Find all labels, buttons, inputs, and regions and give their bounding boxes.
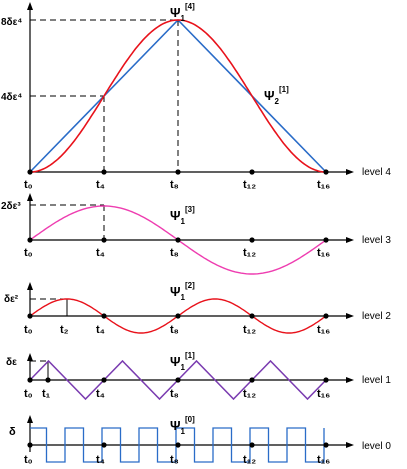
node-t4-level-2 [101,313,107,319]
tick-t4-level-1: t₄ [96,388,105,400]
node-t0-level-0 [27,442,33,448]
psi1-3-label: Ψ1[3] [170,205,195,226]
psi1-2-label: Ψ1[2] [170,281,195,302]
tick-t12-level-3: t₁₂ [243,247,256,259]
tick-t0-level-4: t₀ [24,179,33,191]
x-axis-arrow-level-0 [346,442,354,448]
panel-level-1: δε Ψ1[1] t₀ t₁ t₄ t₈ t₁₂ t₁₆ level 1 [6,351,391,401]
node-t4-level-3 [101,237,107,243]
tick-t16-level-3: t₁₆ [317,247,330,259]
tick-t8-level-3: t₈ [170,247,179,259]
tick-t4-level-3: t₄ [96,247,105,259]
psi1-4-label: Ψ1[4] [170,2,195,23]
panel-level-3: 2δε³ Ψ1[3] t₀ t₄ t₈ t₁₂ t₁₆ level 3 [1,193,391,275]
y-axis-arrow-level-3 [27,193,33,201]
tick-t8-level-2: t₈ [170,324,179,336]
node-t12-level-4 [249,169,255,175]
tick-t8-level-4: t₈ [170,179,179,191]
node-t12-level-3 [249,237,255,243]
tick-t4-level-4: t₄ [96,179,105,191]
node-t12-level-2 [249,313,255,319]
node-t12-level-0 [249,442,255,448]
node-t8-level-2 [175,313,181,319]
node-t16-level-4 [323,169,329,175]
node-t4-level-0 [101,442,107,448]
node-t0-level-4 [27,169,33,175]
tick-t4-level-2: t₄ [96,324,105,336]
panel-level-4: 8δε⁴ 4δε⁴ Ψ1[4] Ψ2[1] t₀ t₄ t₈ t₁₂ t₁₆ l… [1,2,391,191]
x-axis-arrow-level-3 [346,237,354,243]
tick-t0-level-0: t₀ [24,454,33,466]
tick-t0-level-3: t₀ [24,247,33,259]
node-t12-level-1 [249,377,255,383]
psi1-1-label: Ψ1[1] [170,351,195,372]
node-t8-level-0 [175,442,181,448]
level-4-label: level 4 [362,167,391,178]
tick-t16-level-0: t₁₆ [317,454,330,466]
x-axis-arrow-level-1 [346,377,354,383]
node-t8-level-1 [175,377,181,383]
x-axis-arrow-level-2 [346,313,354,319]
ytick-de: δε [6,357,17,368]
tick-t1-level-1: t₁ [42,388,51,400]
psi1-4-curve [29,19,327,173]
y-axis-arrow-level-2 [27,282,33,290]
node-t16-level-2 [323,313,329,319]
tick-t12-level-4: t₁₂ [243,179,256,191]
ytick-d: δ [9,426,16,438]
level-3-label: level 3 [362,235,391,246]
ytick-8de4: 8δε⁴ [1,17,22,28]
ytick-2de3: 2δε³ [1,201,21,212]
y-axis-arrow-level-4 [27,2,33,10]
node-t8-level-4 [175,169,181,175]
level-0-label: level 0 [362,441,391,452]
psi1-0-label: Ψ1[0] [170,415,195,436]
panel-level-0: δ Ψ1[0] t₀ t₄ t₈ t₁₂ t₁₆ level 0 [9,415,391,466]
y-axis-arrow-level-1 [27,353,33,361]
level-2-label: level 2 [362,311,391,322]
node-t8-level-3 [175,237,181,243]
tick-t12-level-2: t₁₂ [243,324,256,336]
node-t16-level-0 [323,442,329,448]
tick-t16-level-1: t₁₆ [317,388,330,400]
tick-t8-level-0: t₈ [170,454,179,466]
y-axis-arrow-level-0 [27,415,33,423]
tick-t0-level-1: t₀ [24,388,33,400]
tick-t12-level-0: t₁₂ [243,454,256,466]
ytick-4de4: 4δε⁴ [1,92,22,103]
psi1-0-curve [30,427,325,463]
node-t1-level-1 [45,377,51,383]
x-axis-arrow-level-4 [346,169,354,175]
tick-t4-level-0: t₄ [96,454,105,466]
tick-t2-level-2: t₂ [60,324,69,336]
tick-t12-level-1: t₁₂ [243,388,256,400]
ytick-de2: δε² [4,294,19,305]
level-1-label: level 1 [362,375,391,386]
node-t4-level-4 [101,169,107,175]
node-t16-level-3 [323,237,329,243]
node-t0-level-3 [27,237,33,243]
psi2-1-label: Ψ2[1] [264,85,289,106]
node-t0-level-2 [27,313,33,319]
node-t16-level-1 [323,377,329,383]
node-t0-level-1 [27,377,33,383]
panel-level-2: δε² Ψ1[2] t₀ t₂ t₄ t₈ t₁₂ t₁₆ level 2 [4,281,391,336]
node-t4-level-1 [101,377,107,383]
tick-t16-level-2: t₁₆ [317,324,330,336]
tick-t8-level-1: t₈ [170,388,179,400]
tick-t16-level-4: t₁₆ [317,179,330,191]
tick-t0-level-2: t₀ [24,324,33,336]
